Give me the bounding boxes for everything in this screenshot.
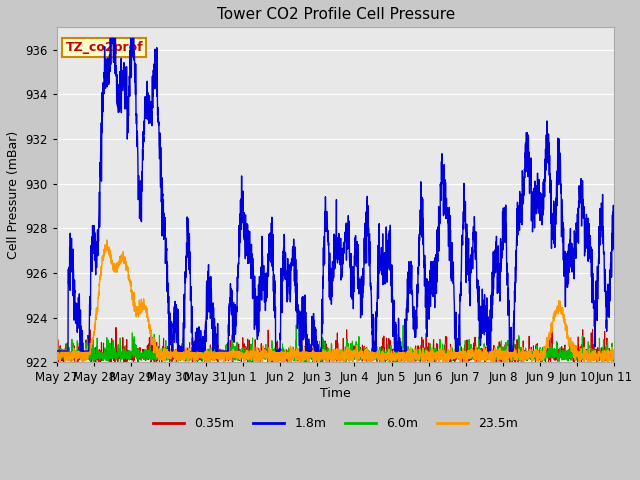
X-axis label: Time: Time [321,387,351,400]
Title: Tower CO2 Profile Cell Pressure: Tower CO2 Profile Cell Pressure [216,7,455,22]
Y-axis label: Cell Pressure (mBar): Cell Pressure (mBar) [7,131,20,259]
Legend: 0.35m, 1.8m, 6.0m, 23.5m: 0.35m, 1.8m, 6.0m, 23.5m [148,412,524,435]
Text: TZ_co2prof: TZ_co2prof [65,41,143,54]
